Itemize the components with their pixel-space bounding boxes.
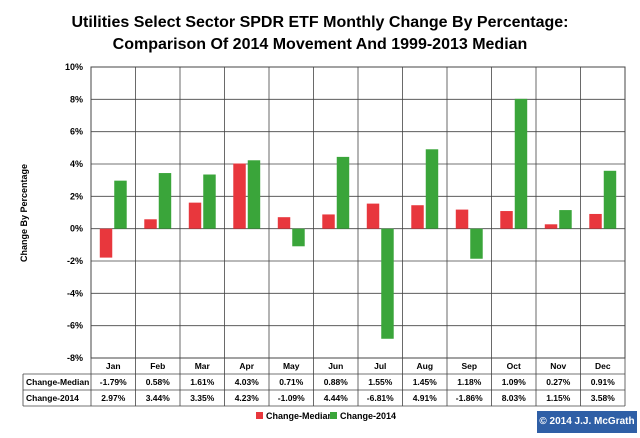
data-table: Jan Feb Mar Apr May Jun Jul Aug Sep Oct Nov Dec Chan… <box>22 357 626 407</box>
table-cell: 1.09% <box>502 377 527 387</box>
chart-title: Utilities Select Sector SPDR ETF Monthly… <box>72 14 569 31</box>
y-tick-label: 2% <box>70 191 83 201</box>
y-tick-label: 4% <box>70 159 83 169</box>
table-cell: 0.58% <box>146 377 171 387</box>
legend-swatch <box>330 412 337 419</box>
table-cell: 4.23% <box>235 393 260 403</box>
bar-change-2014-aug <box>425 149 439 229</box>
table-row-label: Change-2014 <box>26 393 79 403</box>
category-label: Jun <box>328 361 343 371</box>
bar-change-2014-sep <box>470 228 483 259</box>
table-cell: 0.91% <box>591 377 616 387</box>
table-cell: 1.55% <box>368 377 393 387</box>
bar-change-median-dec <box>589 213 602 229</box>
category-label: Mar <box>195 361 211 371</box>
y-tick-label: -6% <box>67 321 83 331</box>
table-cell: -1.09% <box>278 393 305 403</box>
chart-subtitle: Comparison Of 2014 Movement And 1999-201… <box>113 36 528 53</box>
legend-label: Change-Median <box>266 411 333 421</box>
category-label: Oct <box>507 361 521 371</box>
table-cell: 2.97% <box>101 393 126 403</box>
bar-change-median-jun <box>322 214 335 229</box>
bar-change-2014-mar <box>203 174 216 229</box>
y-tick-label: 10% <box>65 62 83 72</box>
bar-change-median-feb <box>144 219 157 229</box>
category-label: Dec <box>595 361 611 371</box>
bar-change-median-jul <box>366 203 380 229</box>
bars-layer <box>99 98 617 339</box>
table-cell: 8.03% <box>502 393 527 403</box>
table-cell: 4.03% <box>235 377 260 387</box>
y-axis-label: Change By Percentage <box>19 164 29 262</box>
bar-change-2014-feb <box>158 173 172 229</box>
y-tick-label: 6% <box>70 127 83 137</box>
table-row-label: Change-Median <box>26 377 89 387</box>
table-cell: 1.18% <box>457 377 482 387</box>
table-cell: -1.79% <box>100 377 127 387</box>
bar-change-median-nov <box>544 224 558 229</box>
category-label: Nov <box>550 361 566 371</box>
bar-change-2014-jan <box>114 180 127 229</box>
table-cell: 1.45% <box>413 377 438 387</box>
bar-change-median-oct <box>500 211 513 229</box>
table-cell: 3.58% <box>591 393 616 403</box>
legend: Change-Median Change-2014 <box>256 411 396 421</box>
category-label: Apr <box>239 361 254 371</box>
table-cell: 0.71% <box>279 377 304 387</box>
y-tick-label: 8% <box>70 94 83 104</box>
bar-change-median-aug <box>411 205 424 229</box>
bar-change-2014-oct <box>514 98 528 229</box>
bar-change-median-jan <box>99 228 113 258</box>
category-label: May <box>283 361 300 371</box>
category-label: Jul <box>374 361 386 371</box>
table-cell: 3.44% <box>146 393 171 403</box>
bar-change-median-apr <box>233 163 246 229</box>
y-tick-label: -8% <box>67 353 83 363</box>
table-cell: 1.15% <box>546 393 571 403</box>
bar-change-median-sep <box>455 209 469 229</box>
y-tick-label: -4% <box>67 288 83 298</box>
bar-change-2014-may <box>292 228 305 247</box>
bar-change-2014-dec <box>603 170 617 229</box>
bar-change-median-mar <box>188 202 202 229</box>
category-label: Sep <box>461 361 477 371</box>
table-cell: 0.88% <box>324 377 349 387</box>
y-tick-label: -2% <box>67 256 83 266</box>
table-cell: 1.61% <box>190 377 215 387</box>
credit-badge: © 2014 J.J. McGrath <box>537 411 637 433</box>
table-cell: -1.86% <box>456 393 483 403</box>
bar-change-2014-jul <box>381 228 394 339</box>
category-label: Aug <box>416 361 433 371</box>
y-ticks: 10% 8% 6% 4% 2% 0% -2% -4% -6% -8% <box>65 62 83 363</box>
bar-change-2014-apr <box>247 160 261 229</box>
table-cell: 4.44% <box>324 393 349 403</box>
y-tick-label: 0% <box>70 224 83 234</box>
table-cell: 0.27% <box>546 377 571 387</box>
legend-label: Change-2014 <box>340 411 396 421</box>
category-label: Feb <box>150 361 165 371</box>
table-cell: 3.35% <box>190 393 215 403</box>
legend-swatch <box>256 412 263 419</box>
table-cell: -6.81% <box>367 393 394 403</box>
table-cell: 4.91% <box>413 393 438 403</box>
bar-change-2014-jun <box>336 156 350 229</box>
bar-change-2014-nov <box>559 210 572 229</box>
bar-change-median-may <box>277 217 291 229</box>
category-label: Jan <box>106 361 121 371</box>
